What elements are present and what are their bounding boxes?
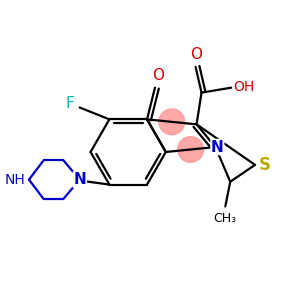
Text: O: O — [152, 68, 164, 83]
Text: O: O — [190, 47, 202, 62]
Text: NH: NH — [5, 172, 26, 187]
Text: N: N — [211, 140, 224, 154]
Text: S: S — [259, 156, 271, 174]
Circle shape — [178, 136, 203, 162]
Text: N: N — [73, 172, 86, 187]
Text: F: F — [65, 96, 74, 111]
Circle shape — [159, 109, 185, 135]
Text: OH: OH — [233, 80, 255, 94]
Text: CH₃: CH₃ — [214, 212, 237, 225]
